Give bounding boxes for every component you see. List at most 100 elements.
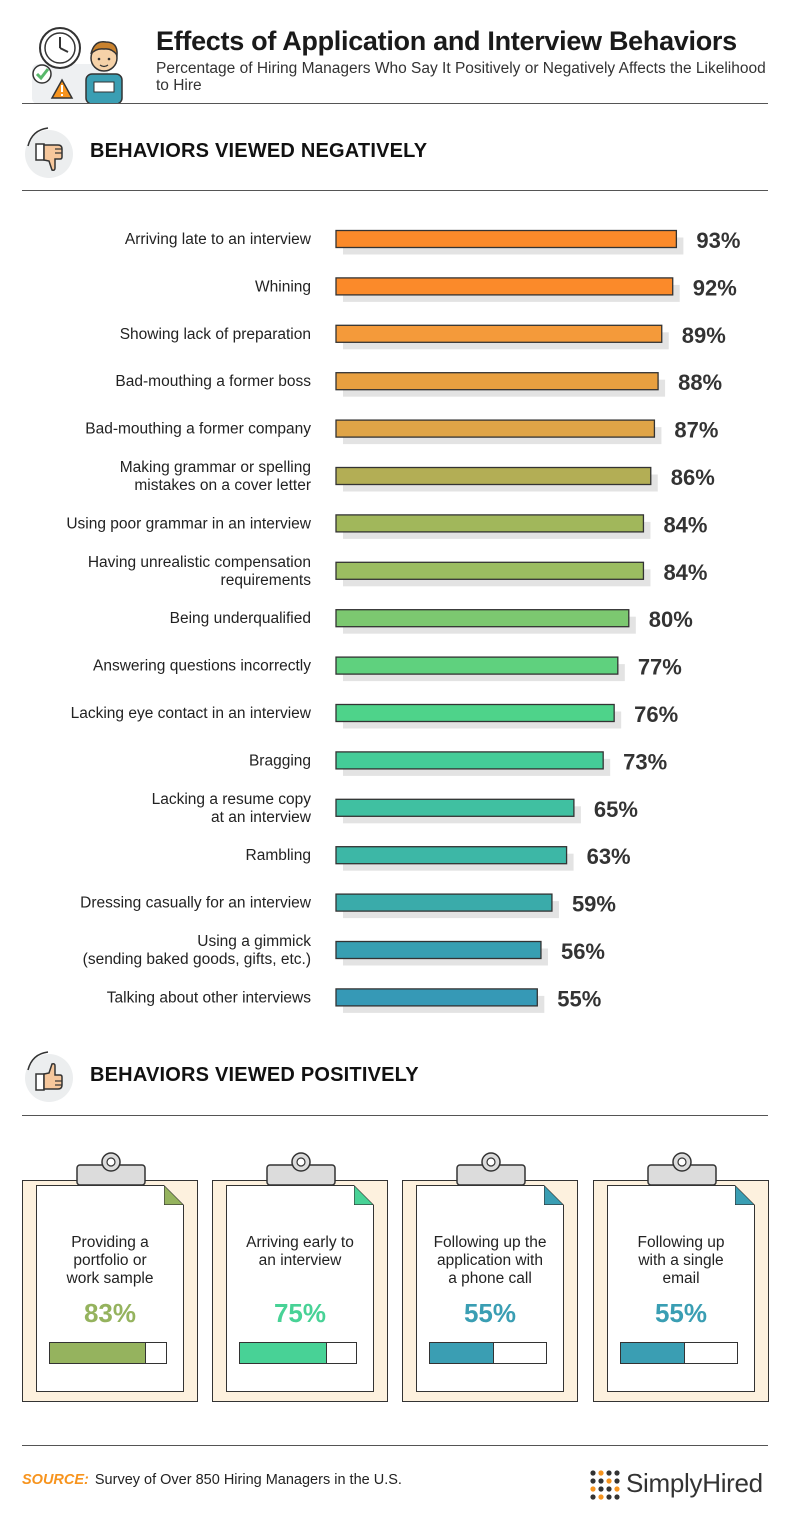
bar — [335, 466, 652, 486]
positive-card: Providing a portfolio or work sample 83% — [22, 1152, 198, 1402]
bar — [335, 893, 553, 912]
bar — [335, 988, 538, 1007]
category-label: Lacking a resume copy — [152, 791, 312, 808]
bar-value-label: 63% — [587, 844, 631, 869]
positive-card: Following up with a single email 55% — [593, 1152, 769, 1402]
positive-section-header: BEHAVIORS VIEWED POSITIVELY — [22, 1048, 768, 1108]
category-label: Answering questions incorrectly — [93, 658, 311, 675]
card-label-line: a phone call — [448, 1270, 532, 1287]
category-label: Being underqualified — [170, 610, 311, 627]
brand-logo: SimplyHired — [588, 1464, 778, 1504]
card-progress-fill — [50, 1343, 147, 1363]
bar-value-label: 76% — [634, 702, 678, 727]
card-value: 83% — [83, 1298, 137, 1328]
bar — [335, 277, 674, 296]
page-corner-icon — [544, 1185, 564, 1205]
category-label: at an interview — [211, 809, 312, 826]
card-progress-track — [239, 1342, 357, 1364]
card-label-line: work sample — [66, 1270, 154, 1287]
clipboard-clip-icon — [647, 1152, 717, 1185]
card-label-line: Providing a — [71, 1234, 149, 1251]
category-label: Dressing casually for an interview — [80, 895, 312, 912]
bar-value-label: 87% — [674, 418, 718, 443]
card-paper: Following up with a single email 55% — [607, 1185, 755, 1392]
source-label: SOURCE: — [22, 1472, 89, 1488]
clipboard-clip-icon — [76, 1152, 146, 1185]
card-value: 55% — [463, 1298, 517, 1328]
card-label-line: Arriving early to — [246, 1234, 354, 1251]
bar-value-label: 77% — [638, 655, 682, 680]
card-progress-track — [620, 1342, 738, 1364]
bar-value-label: 88% — [678, 370, 722, 395]
header: Effects of Application and Interview Beh… — [0, 0, 800, 108]
card-label-line: an interview — [258, 1252, 342, 1269]
clipboard-clip-icon — [456, 1152, 526, 1185]
negative-section-title: BEHAVIORS VIEWED NEGATIVELY — [90, 140, 428, 162]
positive-section-divider — [22, 1115, 768, 1116]
bar-value-label: 92% — [693, 275, 737, 300]
category-label: requirements — [221, 572, 312, 589]
bar — [335, 372, 659, 391]
clipboard-clip-icon — [266, 1152, 336, 1185]
card-label: Arriving early to an interview — [235, 1234, 365, 1270]
card-label: Following up the application with a phon… — [425, 1234, 555, 1288]
card-paper: Providing a portfolio or work sample 83% — [36, 1185, 184, 1392]
category-label: Talking about other interviews — [107, 989, 311, 1006]
bar — [335, 703, 615, 723]
page-title: Effects of Application and Interview Beh… — [156, 26, 737, 56]
page-corner-icon — [164, 1185, 184, 1205]
category-label: Rambling — [246, 847, 311, 864]
bar-value-label: 89% — [682, 323, 726, 348]
card-label-line: email — [662, 1270, 700, 1287]
card-progress-fill — [621, 1343, 685, 1363]
page-corner-icon — [354, 1185, 374, 1205]
bar-value-label: 84% — [663, 512, 707, 537]
bar — [335, 561, 645, 580]
bar-value-label: 65% — [594, 797, 638, 822]
category-label: Using poor grammar in an interview — [66, 515, 311, 532]
bar-value-label: 55% — [557, 986, 601, 1011]
card-progress-track — [429, 1342, 547, 1364]
card-label: Providing a portfolio or work sample — [45, 1234, 175, 1288]
category-label: Using a gimmick — [197, 933, 311, 950]
brand-name: SimplyHired — [626, 1468, 763, 1498]
card-label-line: Following up — [637, 1234, 725, 1251]
category-label: Bad-mouthing a former boss — [115, 373, 311, 390]
bar-value-label: 84% — [663, 560, 707, 585]
positive-section-title: BEHAVIORS VIEWED POSITIVELY — [90, 1064, 419, 1086]
category-label: Showing lack of preparation — [120, 326, 311, 343]
card-paper: Arriving early to an interview 75% — [226, 1185, 374, 1392]
footer-divider — [22, 1445, 768, 1446]
bar — [335, 419, 656, 438]
bar-value-label: 86% — [671, 465, 715, 490]
card-value: 55% — [654, 1298, 708, 1328]
source-text: Survey of Over 850 Hiring Managers in th… — [94, 1472, 402, 1488]
header-divider — [22, 103, 768, 104]
bar-value-label: 59% — [572, 892, 616, 917]
bar — [335, 940, 542, 960]
bar — [335, 656, 619, 675]
card-label: Following up with a single email — [616, 1234, 746, 1288]
positive-card: Arriving early to an interview 75% — [212, 1152, 388, 1402]
bar — [335, 609, 630, 628]
category-label: Lacking eye contact in an interview — [71, 705, 312, 722]
bar-value-label: 93% — [696, 228, 740, 253]
thumbs-up-icon — [25, 1051, 73, 1102]
category-label: Making grammar or spelling — [120, 459, 311, 476]
source-note: SOURCE: Survey of Over 850 Hiring Manager… — [22, 1472, 402, 1488]
category-label: Arriving late to an interview — [125, 231, 312, 248]
bar-value-label: 73% — [623, 749, 667, 774]
card-progress-track — [49, 1342, 167, 1364]
category-label: Having unrealistic compensation — [88, 554, 311, 571]
category-label: Whining — [255, 278, 311, 295]
bar — [335, 324, 663, 343]
bar-value-label: 56% — [561, 939, 605, 964]
category-label: (sending baked goods, gifts, etc.) — [83, 951, 311, 968]
bar — [335, 751, 604, 770]
category-label: Bragging — [249, 752, 311, 769]
bar — [335, 846, 568, 865]
bar-value-label: 80% — [649, 607, 693, 632]
card-label-line: portfolio or — [73, 1252, 147, 1269]
positive-card: Following up the application with a phon… — [402, 1152, 578, 1402]
card-label-line: with a single — [638, 1252, 724, 1269]
